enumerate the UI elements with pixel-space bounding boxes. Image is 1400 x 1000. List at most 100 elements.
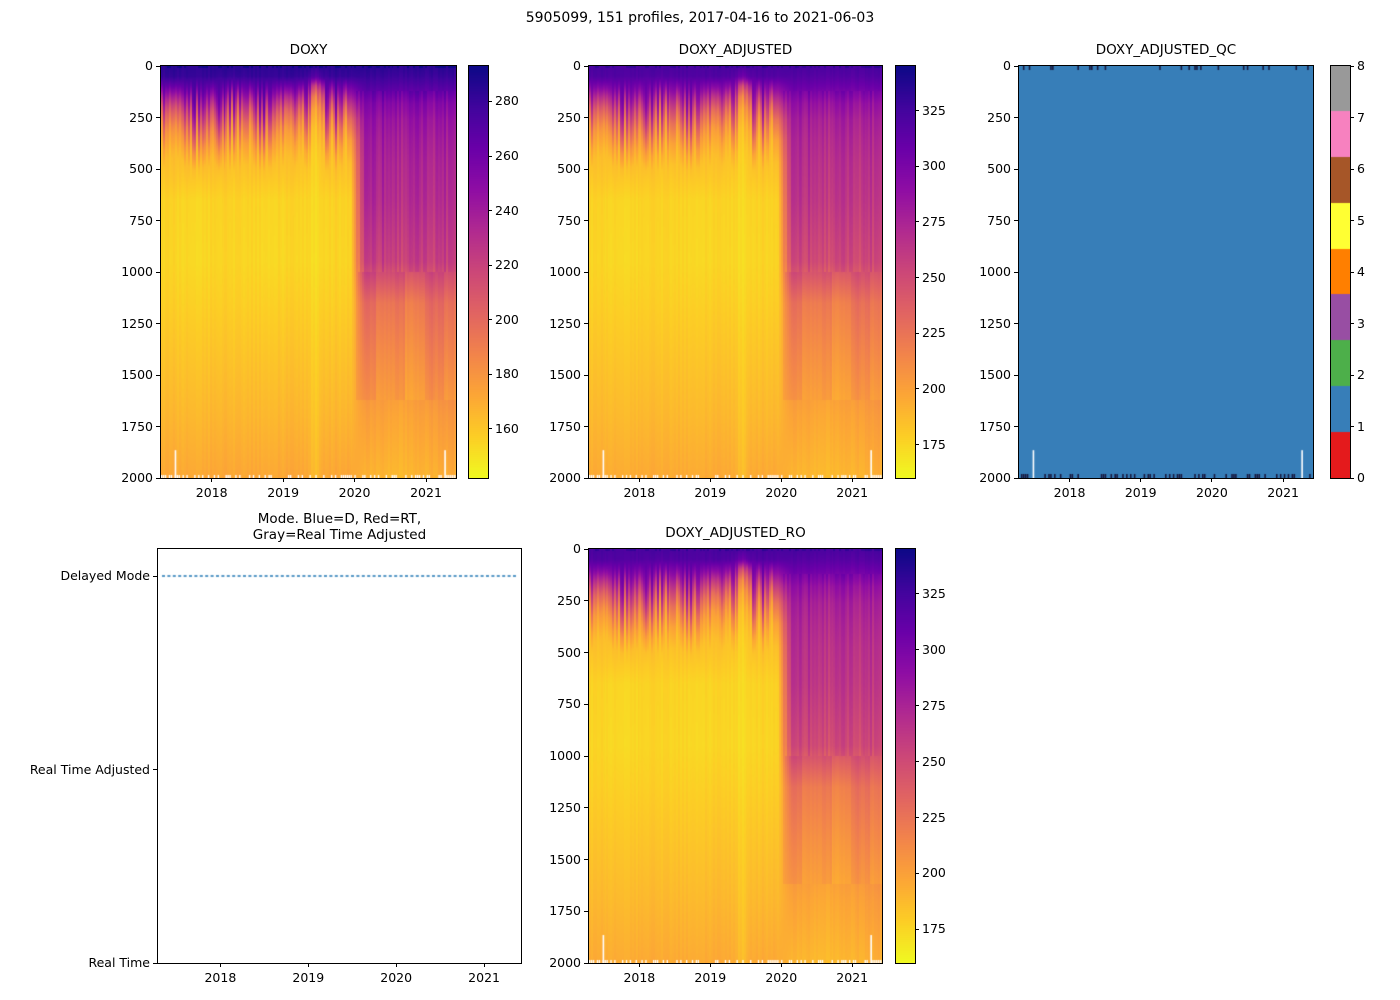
y-tick-mark — [1014, 374, 1018, 376]
doxy_adjusted-colorbar: 175 200 225 250 275 300 325 — [895, 65, 946, 479]
x-tick-mark — [780, 478, 782, 482]
colorbar-tick-mark — [1350, 374, 1354, 376]
x-tick-mark — [483, 963, 485, 967]
y-tick-label: 250 — [557, 109, 581, 125]
x-tick-label: 2021 — [836, 485, 869, 500]
y-tick-mark — [584, 374, 588, 376]
panel-doxy-adjusted: DOXY_ADJUSTED 2018 2019 2020 2021 0 250 500 750… — [549, 42, 883, 500]
y-tick-label: 1250 — [549, 315, 581, 331]
y-tick-mark — [584, 807, 588, 809]
y-tick-label: 0 — [573, 58, 581, 73]
y-tick-mark — [1014, 477, 1018, 479]
x-tick-label: 2021 — [1267, 485, 1299, 500]
x-tick-label: 2018 — [195, 485, 228, 500]
x-tick-label: 2018 — [623, 485, 656, 500]
y-tick-mark — [584, 548, 588, 550]
doxy_adjusted_ro-colorbar: 175 200 225 250 275 300 325 — [895, 548, 946, 964]
x-tick-mark — [395, 963, 397, 967]
doxy-plot-canvas — [161, 66, 456, 478]
x-tick-mark — [638, 963, 640, 967]
y-tick-mark — [156, 477, 160, 479]
y-tick-mark — [584, 117, 588, 118]
colorbar-tick-label: 0 — [1357, 470, 1365, 485]
y-tick-label: 250 — [557, 592, 581, 608]
doxy-colorbar-canvas — [469, 66, 488, 478]
colorbar-tick-mark — [1350, 220, 1354, 221]
y-tick-label: 1500 — [549, 851, 581, 867]
colorbar-tick-mark — [915, 705, 919, 707]
colorbar-tick-label: 5 — [1357, 212, 1365, 228]
colorbar-tick-mark — [915, 761, 919, 763]
colorbar-tick-label: 160 — [495, 420, 519, 436]
doxy_adjusted-plot-canvas — [589, 66, 882, 478]
x-tick-mark — [851, 478, 853, 482]
colorbar-tick-label: 275 — [922, 213, 946, 229]
x-tick-label: 2020 — [1196, 485, 1228, 500]
y-tick-label: 0 — [573, 541, 581, 556]
colorbar-tick-label: 200 — [922, 865, 946, 881]
x-tick-label: 2019 — [694, 970, 727, 985]
colorbar-tick-label: 7 — [1357, 109, 1365, 125]
colorbar-tick-mark — [488, 210, 492, 212]
y-tick-label: 1250 — [979, 315, 1011, 331]
panel-mode: Mode. Blue=D, Red=RT, Gray=Real Time Adj… — [30, 511, 522, 985]
y-tick-mark — [156, 271, 160, 273]
colorbar-tick-mark — [1350, 117, 1354, 118]
colorbar-tick-mark — [915, 593, 919, 595]
x-tick-mark — [638, 478, 640, 482]
colorbar-tick-mark — [915, 444, 919, 446]
y-tick-mark — [584, 652, 588, 653]
x-tick-mark — [1140, 478, 1142, 482]
y-tick-mark — [1014, 426, 1018, 427]
colorbar-tick-mark — [915, 332, 919, 334]
y-tick-label: Real Time Adjusted — [29, 761, 150, 777]
x-tick-mark — [709, 478, 711, 482]
colorbar-tick-mark — [1350, 477, 1354, 479]
colorbar-tick-label: 180 — [495, 366, 519, 382]
y-tick-mark — [584, 168, 588, 170]
colorbar-tick-mark — [915, 110, 919, 112]
panel-doxy-title: DOXY — [289, 42, 328, 58]
x-tick-mark — [709, 963, 711, 967]
y-tick-mark — [584, 426, 588, 427]
x-tick-label: 2019 — [267, 485, 300, 500]
colorbar-tick-mark — [1350, 323, 1354, 324]
y-tick-label: 2000 — [549, 955, 581, 970]
colorbar-tick-mark — [488, 428, 492, 430]
y-tick-label: 1250 — [549, 799, 581, 815]
colorbar-tick-label: 300 — [922, 641, 946, 657]
y-tick-mark — [153, 962, 157, 964]
panel-doxy-adjusted-ro: DOXY_ADJUSTED_RO 2018 2019 2020 2021 0 250 500… — [549, 525, 883, 985]
y-tick-mark — [584, 703, 588, 705]
y-tick-label: 1500 — [549, 367, 581, 382]
y-tick-label: 500 — [557, 161, 581, 176]
y-tick-mark — [584, 477, 588, 479]
colorbar-tick-label: 280 — [495, 93, 519, 109]
colorbar-tick-label: 4 — [1357, 264, 1365, 279]
y-tick-mark — [584, 962, 588, 964]
y-tick-label: 1500 — [979, 367, 1011, 382]
y-tick-mark — [584, 271, 588, 273]
y-tick-label: 1000 — [121, 264, 153, 279]
y-tick-mark — [156, 168, 160, 170]
colorbar-tick-label: 175 — [922, 436, 946, 452]
y-tick-mark — [584, 323, 588, 324]
colorbar-tick-mark — [488, 373, 492, 375]
colorbar-tick-mark — [915, 165, 919, 167]
y-tick-mark — [1014, 65, 1018, 67]
doxy_adjusted-colorbar-canvas — [896, 66, 915, 478]
y-tick-mark — [584, 859, 588, 860]
colorbar-tick-mark — [915, 221, 919, 223]
panel-doxy: DOXY 2018 2019 2020 2021 0 250 500 750 1000 1250 1… — [121, 42, 457, 500]
colorbar-tick-mark — [915, 277, 919, 279]
panel-doxy-adjusted-ro-title: DOXY_ADJUSTED_RO — [665, 525, 806, 541]
y-tick-mark — [156, 323, 160, 324]
colorbar-tick-mark — [915, 388, 919, 390]
colorbar-tick-mark — [915, 817, 919, 819]
doxy_adjusted_qc-colorbar: 0 1 2 3 4 5 6 7 8 — [1330, 58, 1365, 485]
y-tick-mark — [156, 220, 160, 221]
y-tick-mark — [153, 575, 157, 577]
x-tick-label: 2020 — [765, 970, 798, 985]
colorbar-tick-label: 325 — [922, 102, 946, 118]
